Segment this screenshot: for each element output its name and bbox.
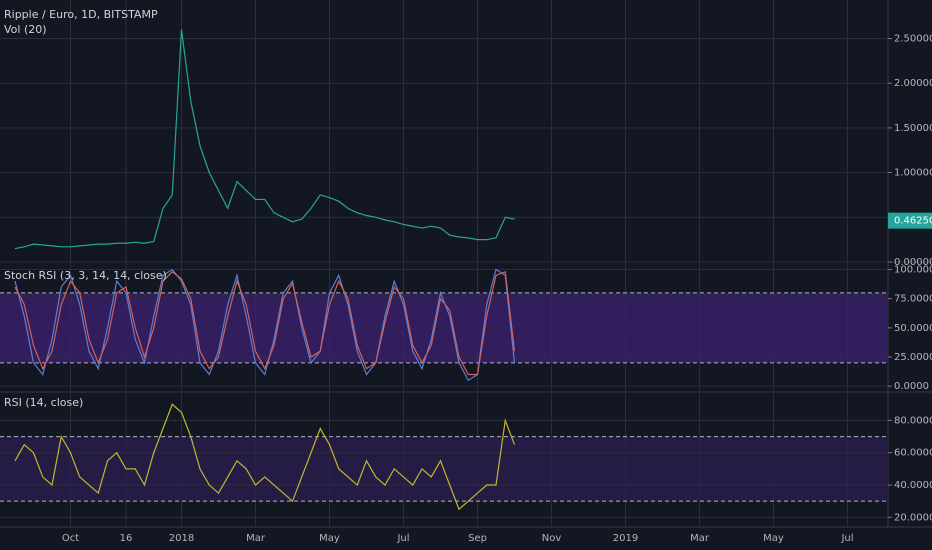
pane-title: Ripple / Euro, 1D, BITSTAMP <box>4 8 158 21</box>
y-tick-label: 50.0000 <box>894 323 932 334</box>
y-tick-label: 2.50000 <box>894 34 932 45</box>
y-tick-label: 80.0000 <box>894 415 932 426</box>
pane-title: RSI (14, close) <box>4 396 83 409</box>
y-tick-label: 40.0000 <box>894 480 932 491</box>
y-tick-label: 75.0000 <box>894 294 932 305</box>
x-tick-label: Jul <box>840 533 853 544</box>
x-tick-label: 2019 <box>613 533 638 544</box>
y-tick-label: 0.00000 <box>894 257 932 268</box>
series-line <box>14 270 516 376</box>
last-price-label: 0.46250 <box>894 216 932 227</box>
x-tick-label: May <box>319 533 340 544</box>
x-tick-label: Sep <box>468 533 487 544</box>
y-tick-label: 20.0000 <box>894 512 932 523</box>
y-tick-label: 1.00000 <box>894 168 932 179</box>
pane-title: Stoch RSI (3, 3, 14, 14, close) <box>4 269 167 282</box>
last-price-tag <box>888 212 932 229</box>
x-tick-label: Nov <box>542 533 562 544</box>
y-tick-label: 0.0000 <box>894 381 929 392</box>
y-tick-label: 2.00000 <box>894 78 932 89</box>
y-tick-label: 25.0000 <box>894 352 932 363</box>
x-tick-label: Jul <box>396 533 409 544</box>
x-tick-label: Oct <box>62 533 79 544</box>
series-line <box>14 268 516 382</box>
x-tick-label: 2018 <box>169 533 194 544</box>
y-tick-label: 100.0000 <box>894 265 932 276</box>
series-line <box>14 29 515 250</box>
series-line <box>14 403 516 511</box>
y-tick-label: 60.0000 <box>894 448 932 459</box>
x-tick-label: 16 <box>120 533 133 544</box>
x-tick-label: May <box>763 533 784 544</box>
pane-subtitle: Vol (20) <box>4 23 47 36</box>
x-tick-label: Mar <box>690 533 710 544</box>
x-tick-label: Mar <box>246 533 266 544</box>
y-tick-label: 1.50000 <box>894 123 932 134</box>
